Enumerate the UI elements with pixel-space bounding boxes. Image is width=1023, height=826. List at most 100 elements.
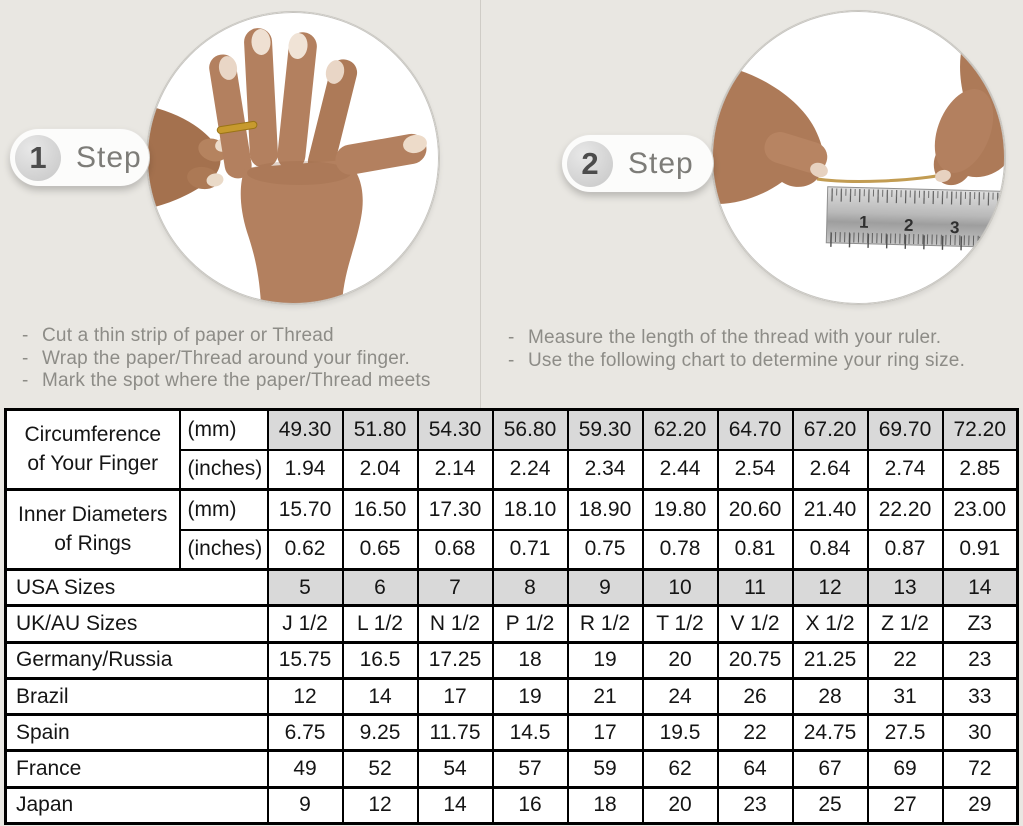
region-label: USA Sizes (4, 568, 269, 607)
size-value-cell: 17.25 (416, 640, 494, 680)
table-row: USA Sizes 5 6 7 8 9 10 11 12 13 14 (4, 568, 1019, 607)
size-value-cell: 12 (791, 568, 869, 607)
size-value-cell: 11 (716, 568, 794, 607)
step-1-badge: 1 Step (10, 129, 149, 186)
size-value-cell: 0.68 (416, 528, 494, 571)
size-value-cell: 2.04 (341, 448, 419, 491)
unit-cell: (mm) (178, 488, 269, 531)
size-value-cell: N 1/2 (416, 604, 494, 644)
size-value-cell: 22 (716, 713, 794, 752)
size-value-cell: 2.85 (941, 448, 1019, 491)
size-value-cell: 69 (866, 749, 944, 789)
size-value-cell: 13 (866, 568, 944, 607)
size-value-cell: 5 (266, 568, 344, 607)
size-value-cell: 59.30 (566, 408, 644, 451)
size-value-cell: 10 (641, 568, 719, 607)
size-value-cell: 17 (416, 676, 494, 716)
size-value-cell: 15.70 (266, 488, 344, 531)
size-value-cell: 18.10 (491, 488, 569, 531)
size-value-cell: 2.24 (491, 448, 569, 491)
size-value-cell: 56.80 (491, 408, 569, 451)
size-value-cell: 0.65 (341, 528, 419, 571)
size-value-cell: R 1/2 (566, 604, 644, 644)
size-value-cell: 21.40 (791, 488, 869, 531)
size-value-cell: 0.75 (566, 528, 644, 571)
size-value-cell: 20 (641, 640, 719, 680)
size-value-cell: 17 (566, 713, 644, 752)
size-value-cell: 16.50 (341, 488, 419, 531)
ring-size-table-body: Circumference of Your Finger (mm) 49.30 51.8… (4, 408, 1019, 825)
size-value-cell: 30 (941, 713, 1019, 752)
size-value-cell: 21 (566, 676, 644, 716)
size-value-cell: 67 (791, 749, 869, 789)
size-value-cell: 67.20 (791, 408, 869, 451)
measuring-thread-illustration: 1 2 3 (712, 11, 1005, 304)
step-1-number: 1 (15, 134, 61, 181)
size-value-cell: T 1/2 (641, 604, 719, 644)
unit-cell: (inches) (178, 528, 269, 571)
table-row: Japan 9 12 14 16 18 20 23 25 27 29 (4, 785, 1019, 825)
size-value-cell: 14 (341, 676, 419, 716)
size-value-cell: 21.25 (791, 640, 869, 680)
section-divider (480, 0, 481, 408)
size-value-cell: 22.20 (866, 488, 944, 531)
size-value-cell: 7 (416, 568, 494, 607)
size-value-cell: 11.75 (416, 713, 494, 752)
size-value-cell: 1.94 (266, 448, 344, 491)
region-label: France (4, 749, 269, 789)
size-value-cell: 2.14 (416, 448, 494, 491)
ruler-number-3: 3 (950, 218, 960, 237)
size-value-cell: 8 (491, 568, 569, 607)
unit-cell: (inches) (178, 448, 269, 491)
size-value-cell: 12 (341, 785, 419, 825)
size-value-cell: 64.70 (716, 408, 794, 451)
size-value-cell: 23.00 (941, 488, 1019, 531)
size-value-cell: 54 (416, 749, 494, 789)
unit-cell: (mm) (178, 408, 269, 451)
size-value-cell: 0.87 (866, 528, 944, 571)
ruler-number-1: 1 (859, 213, 869, 232)
size-value-cell: 6 (341, 568, 419, 607)
size-value-cell: L 1/2 (341, 604, 419, 644)
region-label: Germany/Russia (4, 640, 269, 680)
size-value-cell: 0.81 (716, 528, 794, 571)
instructions-section: 1 Step - Cut a thin strip of paper or Thr… (0, 0, 1023, 408)
size-value-cell: 59 (566, 749, 644, 789)
size-value-cell: 19.5 (641, 713, 719, 752)
step-2-instructions: - Measure the length of the thread with y… (508, 327, 965, 372)
size-value-cell: 27 (866, 785, 944, 825)
size-value-cell: 27.5 (866, 713, 944, 752)
size-value-cell: 9 (566, 568, 644, 607)
instruction-item: - Wrap the paper/Thread around your finge… (22, 347, 411, 369)
size-value-cell: 0.71 (491, 528, 569, 571)
size-value-cell: 24.75 (791, 713, 869, 752)
size-value-cell: 18.90 (566, 488, 644, 531)
region-label: Spain (4, 713, 269, 752)
size-value-cell: 33 (941, 676, 1019, 716)
size-value-cell: 29 (941, 785, 1019, 825)
region-label: Japan (4, 785, 269, 825)
size-value-cell: 9.25 (341, 713, 419, 752)
step-1-photo (147, 12, 439, 304)
table-row: (inches) 0.62 0.65 0.68 0.71 0.75 0.78 0.81 0.84… (6, 528, 1019, 571)
size-value-cell: 0.78 (641, 528, 719, 571)
instruction-item: - Mark the spot where the paper/Thread me… (22, 370, 431, 391)
size-value-cell: 20.75 (716, 640, 794, 680)
size-value-cell: 19 (566, 640, 644, 680)
ring-size-table-wrap: Circumference of Your Finger (mm) 49.30 51.8… (4, 408, 1019, 825)
table-row: Inner Diameters of Rings (mm) 15.70 16.50 17.… (4, 488, 1019, 571)
table-row: Brazil 12 14 17 19 21 24 26 28 31 33 (4, 676, 1019, 716)
size-value-cell: 72 (941, 749, 1019, 789)
ruler-number-2: 2 (904, 216, 914, 235)
size-value-cell: 2.74 (866, 448, 944, 491)
region-label: UK/AU Sizes (4, 604, 269, 644)
size-value-cell: 69.70 (866, 408, 944, 451)
step-2-number: 2 (567, 140, 613, 187)
thread (816, 172, 949, 183)
size-value-cell: 28 (791, 676, 869, 716)
size-value-cell: V 1/2 (716, 604, 794, 644)
size-value-cell: 62 (641, 749, 719, 789)
size-value-cell: 2.34 (566, 448, 644, 491)
instruction-item: - Use the following chart to determine yo… (508, 349, 966, 371)
